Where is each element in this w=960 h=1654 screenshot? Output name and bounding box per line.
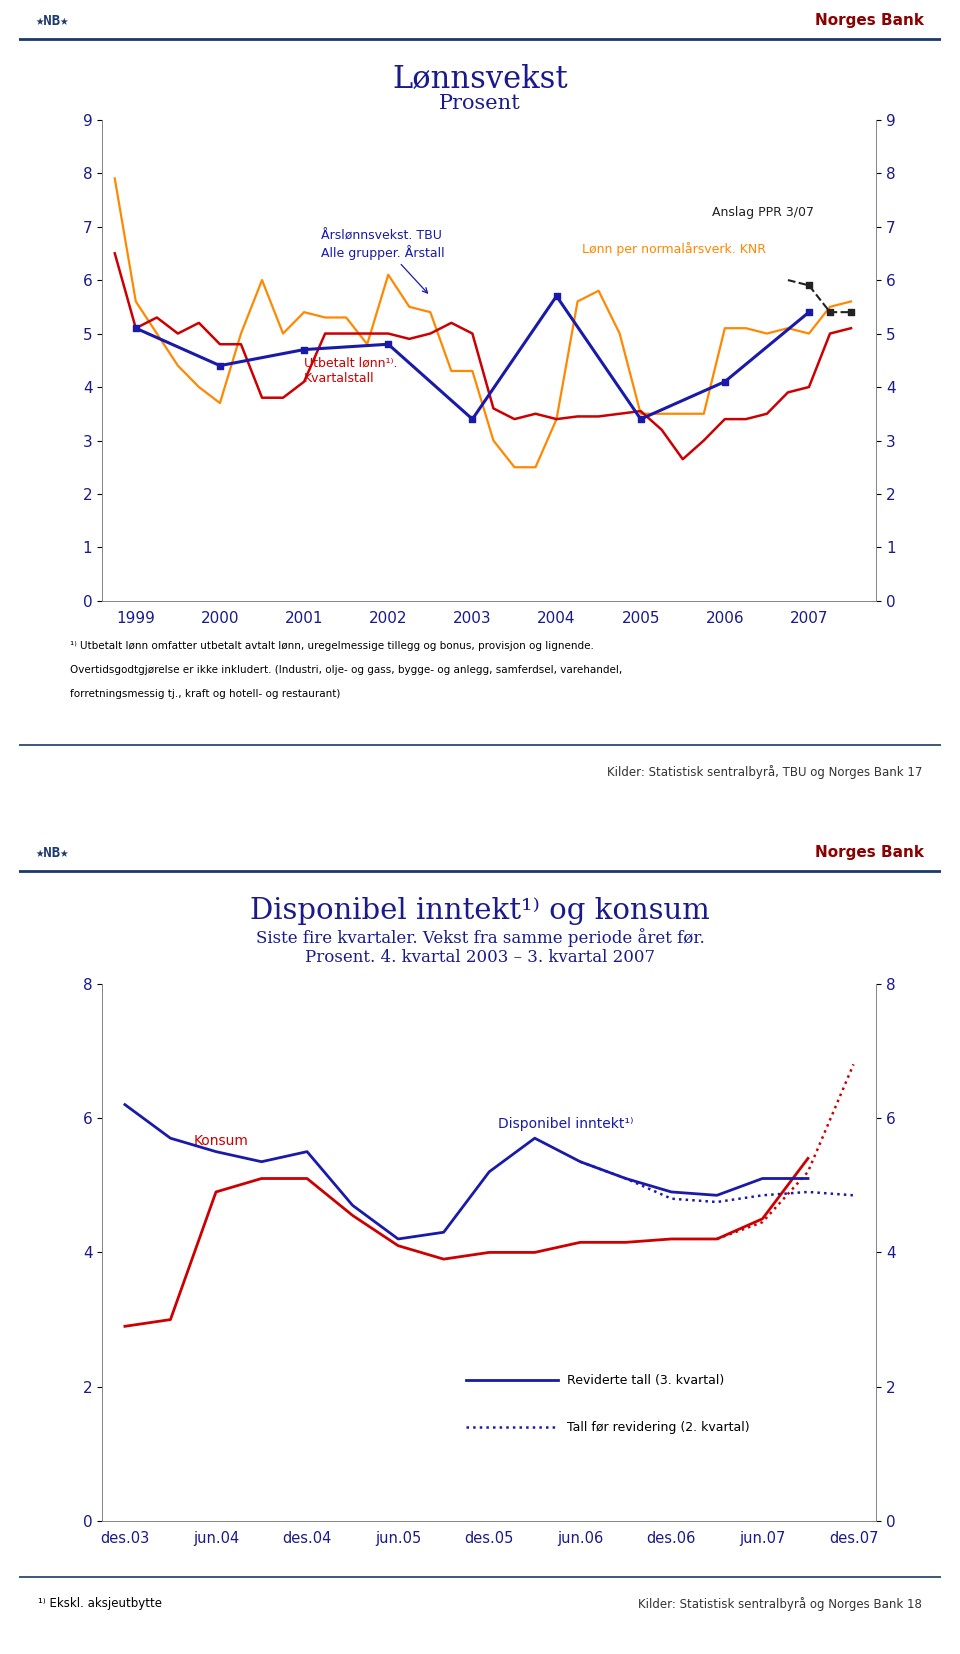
- Point: [802, 273, 817, 299]
- Text: Norges Bank: Norges Bank: [815, 13, 924, 28]
- Text: Overtidsgodtgjørelse er ikke inkludert. (Industri, olje- og gass, bygge- og anle: Overtidsgodtgjørelse er ikke inkludert. …: [70, 665, 622, 675]
- Text: ¹⁾ Ekskl. aksjeutbytte: ¹⁾ Ekskl. aksjeutbytte: [37, 1598, 161, 1611]
- Text: Norges Bank: Norges Bank: [815, 845, 924, 860]
- Text: Utbetalt lønn¹⁾.
Kvartalstall: Utbetalt lønn¹⁾. Kvartalstall: [304, 357, 397, 385]
- Text: Siste fire kvartaler. Vekst fra samme periode året før.: Siste fire kvartaler. Vekst fra samme pe…: [255, 928, 705, 948]
- Point: [802, 299, 817, 326]
- Text: Tall før revidering (2. kvartal): Tall før revidering (2. kvartal): [566, 1421, 749, 1434]
- Point: [844, 299, 859, 326]
- Point: [717, 369, 732, 395]
- Text: Prosent. 4. kvartal 2003 – 3. kvartal 2007: Prosent. 4. kvartal 2003 – 3. kvartal 20…: [305, 949, 655, 966]
- Point: [633, 405, 648, 432]
- Text: Reviderte tall (3. kvartal): Reviderte tall (3. kvartal): [566, 1373, 724, 1386]
- Point: [297, 336, 312, 362]
- Text: ¹⁾ Utbetalt lønn omfatter utbetalt avtalt lønn, uregelmessige tillegg og bonus, : ¹⁾ Utbetalt lønn omfatter utbetalt avtal…: [70, 642, 594, 652]
- Text: Kilder: Statistisk sentralbyrå og Norges Bank 18: Kilder: Statistisk sentralbyrå og Norges…: [638, 1596, 923, 1611]
- Point: [128, 314, 143, 341]
- Point: [823, 299, 838, 326]
- Text: ★NB★: ★NB★: [36, 13, 69, 28]
- Text: Årslønnsvekst. TBU
Alle grupper. Årstall: Årslønnsvekst. TBU Alle grupper. Årstall: [321, 230, 444, 293]
- Text: Lønnsvekst: Lønnsvekst: [393, 65, 567, 94]
- Text: Lønn per normalårsverk. KNR: Lønn per normalårsverk. KNR: [582, 243, 766, 256]
- Text: forretningsmessig tj., kraft og hotell- og restaurant): forretningsmessig tj., kraft og hotell- …: [70, 690, 340, 700]
- Text: Disponibel inntekt¹⁾: Disponibel inntekt¹⁾: [498, 1116, 634, 1131]
- Text: Anslag PPR 3/07: Anslag PPR 3/07: [712, 205, 814, 218]
- Text: ★NB★: ★NB★: [36, 845, 69, 860]
- Point: [549, 283, 564, 309]
- Point: [380, 331, 396, 357]
- Text: Disponibel inntekt¹⁾ og konsum: Disponibel inntekt¹⁾ og konsum: [251, 898, 709, 926]
- Point: [465, 405, 480, 432]
- Point: [212, 352, 228, 379]
- Text: Kilder: Statistisk sentralbyrå, TBU og Norges Bank 17: Kilder: Statistisk sentralbyrå, TBU og N…: [607, 764, 923, 779]
- Text: Konsum: Konsum: [193, 1135, 248, 1148]
- Text: Prosent: Prosent: [439, 94, 521, 112]
